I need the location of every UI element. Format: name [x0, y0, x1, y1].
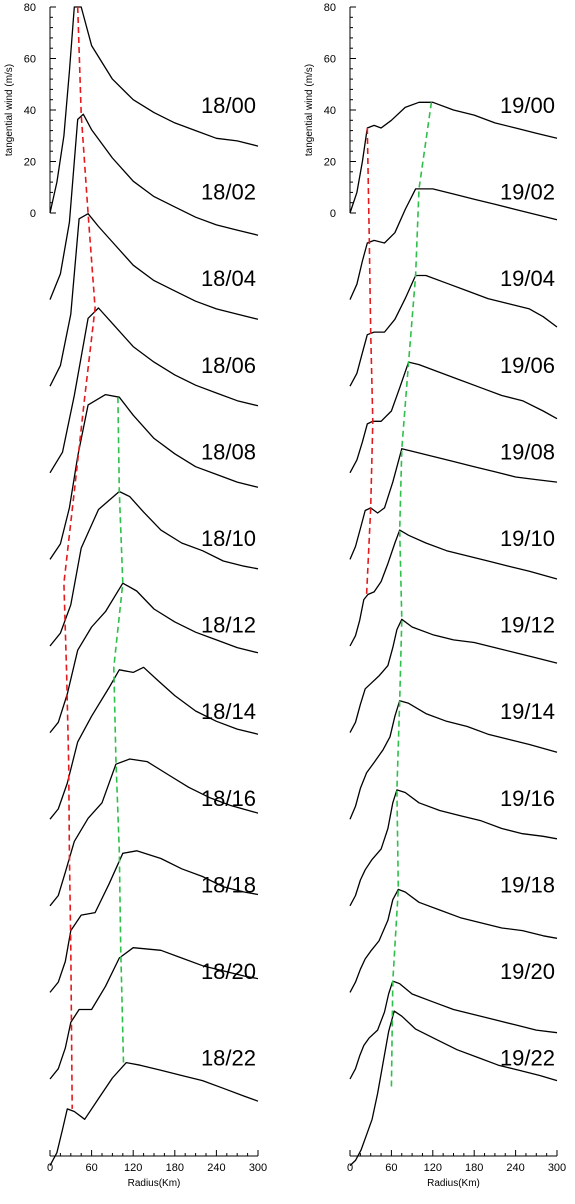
time-label: 18/12 — [201, 613, 256, 638]
time-label: 18/10 — [201, 526, 256, 551]
time-label: 18/06 — [201, 353, 256, 378]
time-label: 19/06 — [500, 353, 555, 378]
profile-line — [49, 582, 259, 734]
y-tick-label: 0 — [330, 208, 336, 220]
profile-line — [349, 101, 558, 214]
profile-line — [49, 758, 259, 907]
y-axis-label: tangential wind (m/s) — [4, 64, 15, 156]
inner-rmw-track — [365, 127, 374, 595]
outer-rmw-track — [390, 102, 433, 1089]
profile-line — [349, 529, 558, 647]
y-tick-label: 80 — [324, 2, 336, 14]
time-label: 19/14 — [500, 699, 555, 724]
x-tick-label: 300 — [548, 1162, 566, 1174]
y-tick-label: 0 — [30, 208, 36, 220]
profile-line — [49, 666, 259, 820]
profile-line — [49, 850, 259, 993]
time-label: 18/20 — [201, 959, 256, 984]
inner-rmw-track — [63, 6, 96, 1109]
x-tick-label: 120 — [424, 1162, 442, 1174]
y-axis-label: tangential wind (m/s) — [304, 64, 315, 156]
y-tick-label: 20 — [24, 157, 36, 169]
profile-line — [349, 789, 558, 907]
time-label: 18/02 — [201, 180, 256, 205]
profile-line — [349, 448, 558, 560]
time-label: 19/04 — [500, 266, 555, 291]
y-tick-label: 80 — [24, 2, 36, 14]
profile-line — [49, 6, 259, 214]
time-label: 19/20 — [500, 959, 555, 984]
x-tick-label: 240 — [506, 1162, 524, 1174]
x-tick-label: 60 — [85, 1162, 97, 1174]
time-label: 19/02 — [500, 180, 555, 205]
profile-line — [349, 700, 558, 820]
time-label: 18/18 — [201, 872, 256, 897]
profile-line — [349, 188, 558, 300]
profile-line — [49, 947, 259, 1080]
profile-line — [349, 888, 558, 993]
profile-line — [49, 113, 259, 300]
time-label: 18/00 — [201, 93, 256, 118]
time-label: 18/08 — [201, 439, 256, 464]
panel-left: 0 20 40 60 80 tangential wind (m/s) 0 60 120 180 2… — [4, 2, 267, 1189]
x-axis-label: Radius(Km) — [128, 1178, 181, 1189]
time-label: 19/10 — [500, 526, 555, 551]
y-tick-label: 60 — [24, 54, 36, 66]
time-label: 19/18 — [500, 872, 555, 897]
time-label: 19/00 — [500, 93, 555, 118]
panel-right: 0 20 40 60 80 tangential wind (m/s) 0 60 120 180 2… — [304, 2, 566, 1189]
time-label: 18/14 — [201, 699, 256, 724]
x-tick-label: 180 — [465, 1162, 483, 1174]
x-tick-label: 120 — [124, 1162, 142, 1174]
time-label: 18/22 — [201, 1046, 256, 1071]
profile-line — [49, 490, 259, 647]
profile-line — [349, 980, 558, 1080]
x-tick-label: 240 — [207, 1162, 225, 1174]
outer-rmw-track — [112, 397, 125, 1063]
time-label: 19/12 — [500, 613, 555, 638]
time-label: 18/16 — [201, 786, 256, 811]
x-tick-label: 0 — [347, 1162, 353, 1174]
x-tick-label: 0 — [47, 1162, 53, 1174]
y-tick-label: 40 — [24, 105, 36, 117]
x-axis-label: Radius(Km) — [427, 1178, 480, 1189]
x-tick-label: 300 — [249, 1162, 267, 1174]
time-label: 18/04 — [201, 266, 256, 291]
profile-line — [49, 1061, 259, 1166]
profile-line — [49, 307, 259, 474]
profile-line — [49, 393, 259, 560]
time-label: 19/22 — [500, 1046, 555, 1071]
time-label: 19/16 — [500, 786, 555, 811]
time-label: 19/08 — [500, 439, 555, 464]
y-tick-label: 20 — [324, 157, 336, 169]
y-tick-label: 60 — [324, 54, 336, 66]
profile-line — [49, 213, 259, 387]
x-tick-label: 180 — [166, 1162, 184, 1174]
x-tick-label: 60 — [385, 1162, 397, 1174]
y-tick-label: 40 — [324, 105, 336, 117]
profile-line — [349, 618, 558, 733]
profile-line — [349, 1010, 558, 1167]
